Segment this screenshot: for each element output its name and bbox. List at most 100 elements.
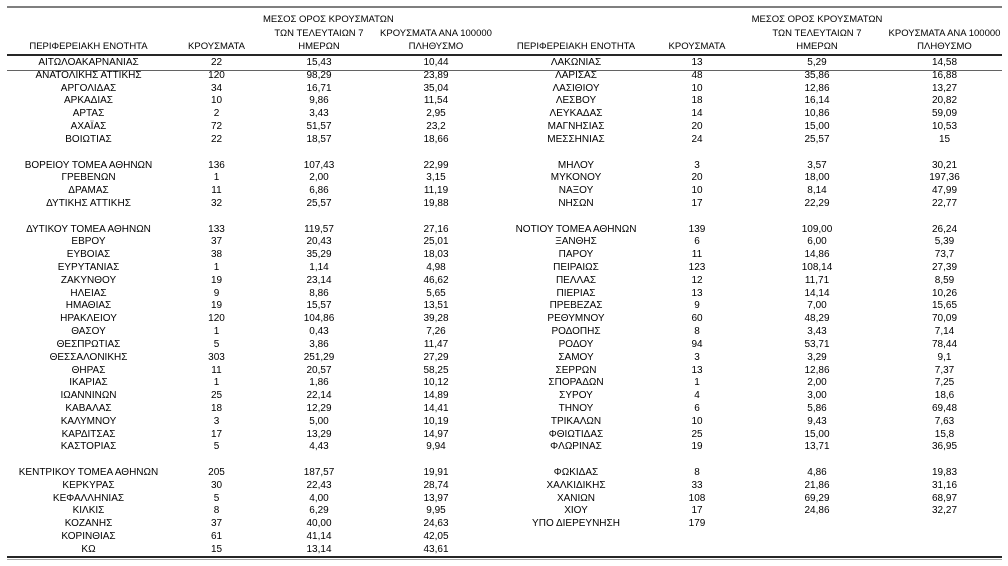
cell-avg7: 5,29 [807, 57, 827, 68]
cell-name: ΗΡΑΚΛΕΙΟΥ [60, 313, 117, 325]
cell-avg7: 5,86 [807, 402, 827, 414]
table-row: ΥΠΟ ΔΙΕΡΕΥΝΗΣΗ 179 [505, 518, 1002, 531]
cell-per100k: 19,91 [423, 467, 449, 478]
cell-avg7 [747, 518, 887, 531]
cell-cases: 20 [691, 121, 703, 133]
table-row: ΝΑΞΟΥ 10 8,14 47,99 [505, 185, 1002, 198]
cell-per100k: 18,03 [423, 249, 449, 261]
cell-name: ΘΗΡΑΣ [71, 364, 106, 376]
cell-name: ΝΑΞΟΥ [558, 185, 594, 197]
table-row: ΛΑΣΙΘΙΟΥ 10 12,86 13,27 [505, 83, 1002, 96]
cell-avg7: 0,43 [309, 326, 329, 338]
cell-avg7: 20,57 [306, 364, 332, 376]
cell-name: ΠΑΡΟΥ [558, 249, 594, 261]
cell-avg7: 251,29 [303, 351, 335, 363]
cell-name: ΑΡΓΟΛΙΔΑΣ [60, 82, 117, 94]
table-row: ΑΙΤΩΛΟΑΚΑΡΝΑΝΙΑΣ 22 15,43 10,44 [7, 57, 497, 70]
table-row: ΚΟΡΙΝΘΙΑΣ 61 41,14 42,05 [7, 531, 497, 544]
cell-avg7: 35,29 [306, 249, 332, 261]
table-row: ΠΕΙΡΑΙΩΣ 123 108,14 27,39 [505, 262, 1002, 275]
cell-cases: 120 [208, 69, 225, 81]
cell-cases: 303 [208, 351, 225, 363]
cell-per100k: 28,74 [423, 479, 449, 491]
cell-avg7: 25,57 [804, 133, 830, 145]
cell-per100k: 43,61 [423, 543, 449, 555]
cell-name: ΛΑΣΙΘΙΟΥ [552, 82, 600, 94]
cell-avg7: 8,14 [807, 185, 827, 197]
table-row: ΛΕΥΚΑΔΑΣ 14 10,86 59,09 [505, 108, 1002, 121]
cell-cases: 25 [691, 428, 703, 440]
cell-avg7: 18,57 [306, 133, 332, 145]
table-row: ΗΡΑΚΛΕΙΟΥ 120 104,86 39,28 [7, 313, 497, 326]
cell-cases: 8 [213, 505, 220, 517]
cell-per100k: 4,98 [426, 262, 446, 273]
column-header-regional-unit: ΠΕΡΙΦΕΡΕΙΑΚΗ ΕΝΟΤΗΤΑ [516, 40, 636, 52]
cell-per100k: 69,48 [931, 402, 958, 414]
table-row: ΡΟΔΟΠΗΣ 8 3,43 7,14 [505, 326, 1002, 339]
cell-per100k: 14,58 [931, 57, 958, 68]
cell-avg7: 107,43 [303, 159, 335, 171]
cell-avg7: 13,29 [306, 428, 332, 440]
cell-name: ΣΕΡΡΩΝ [555, 364, 597, 376]
cell-per100k: 23,89 [423, 69, 449, 81]
cell-name: ΚΕΝΤΡΙΚΟΥ ΤΟΜΕΑ ΑΘΗΝΩΝ [18, 467, 159, 478]
empty-row [505, 147, 1002, 160]
cell-cases: 17 [691, 197, 703, 209]
table-row: ΛΑΚΩΝΙΑΣ 13 5,29 14,58 [505, 57, 1002, 70]
cell-per100k: 47,99 [931, 185, 958, 197]
table-row: ΕΥΒΟΙΑΣ 38 35,29 18,03 [7, 249, 497, 262]
cell-name: ΘΕΣΣΑΛΟΝΙΚΗΣ [49, 351, 128, 363]
cell-cases: 1 [213, 326, 220, 338]
cell-avg7: 109,00 [801, 223, 833, 235]
cell-name: ΜΥΚΟΝΟΥ [550, 172, 602, 184]
cell-cases: 61 [210, 531, 223, 543]
cell-name: ΠΕΙΡΑΙΩΣ [553, 262, 599, 273]
cell-cases: 10 [691, 82, 703, 94]
column-header-7day-average: ΜΕΣΟΣ ΟΡΟΣ ΚΡΟΥΣΜΑΤΩΝ ΤΩΝ ΤΕΛΕΥΤΑΙΩΝ 7 Η… [751, 14, 883, 52]
cell-avg7: 40,00 [306, 518, 332, 530]
cell-avg7: 5,00 [309, 415, 329, 427]
cell-cases: 38 [210, 249, 223, 261]
cell-avg7: 4,86 [807, 467, 827, 478]
cell-name: ΚΟΖΑΝΗΣ [64, 518, 113, 530]
cell-name: ΜΗΛΟΥ [557, 159, 595, 171]
table-row: ΑΡΓΟΛΙΔΑΣ 34 16,71 35,04 [7, 83, 497, 96]
table-row: ΠΑΡΟΥ 11 14,86 73,7 [505, 249, 1002, 262]
tables-container: ΠΕΡΙΦΕΡΕΙΑΚΗ ΕΝΟΤΗΤΑ ΚΡΟΥΣΜΑΤΑ ΜΕΣΟΣ ΟΡΟ… [7, 0, 1002, 557]
cell-cases: 60 [691, 313, 703, 325]
cell-per100k: 10,12 [423, 377, 449, 389]
cell-name: ΚΟΡΙΝΘΙΑΣ [61, 531, 116, 543]
cell-name: ΤΗΝΟΥ [558, 402, 594, 414]
table-row: ΚΑΡΔΙΤΣΑΣ 17 13,29 14,97 [7, 429, 497, 442]
cell-name: ΝΟΤΙΟΥ ΤΟΜΕΑ ΑΘΗΝΩΝ [515, 223, 637, 235]
cell-avg7: 119,57 [304, 223, 334, 235]
cell-name: ΑΡΤΑΣ [72, 108, 105, 120]
cell-cases: 5 [213, 441, 220, 453]
table-row: ΒΟΙΩΤΙΑΣ 22 18,57 18,66 [7, 134, 497, 147]
cell-cases: 179 [688, 518, 706, 530]
cell-per100k: 25,01 [423, 236, 449, 248]
cell-per100k: 68,97 [931, 492, 958, 504]
table-row: ΘΗΡΑΣ 11 20,57 58,25 [7, 365, 497, 378]
table-row: ΙΚΑΡΙΑΣ 1 1,86 10,12 [7, 377, 497, 390]
cell-cases: 13 [691, 287, 703, 299]
cell-per100k: 10,44 [423, 57, 449, 68]
cell-per100k: 8,59 [934, 274, 955, 286]
cell-per100k: 27,39 [931, 262, 958, 273]
cell-name: ΝΗΣΩΝ [558, 197, 594, 209]
cell-name: ΙΚΑΡΙΑΣ [69, 377, 108, 389]
cell-per100k: 5,65 [426, 287, 446, 299]
cell-name: ΘΑΣΟΥ [71, 326, 106, 338]
cell-name: ΒΟΡΕΙΟΥ ΤΟΜΕΑ ΑΘΗΝΩΝ [24, 159, 153, 171]
cell-avg7: 6,29 [309, 505, 329, 517]
cell-cases: 13 [691, 57, 703, 68]
cell-per100k: 15,8 [934, 428, 955, 440]
cell-per100k: 7,25 [934, 377, 955, 389]
cell-cases: 34 [210, 82, 223, 94]
cell-per100k: 9,95 [426, 505, 446, 517]
table-row: ΜΗΛΟΥ 3 3,57 30,21 [505, 160, 1002, 173]
cell-avg7: 15,00 [804, 121, 830, 133]
cell-per100k: 7,14 [934, 326, 955, 338]
table-row: ΝΗΣΩΝ 17 22,29 22,77 [505, 198, 1002, 211]
cell-per100k: 78,44 [931, 338, 958, 350]
